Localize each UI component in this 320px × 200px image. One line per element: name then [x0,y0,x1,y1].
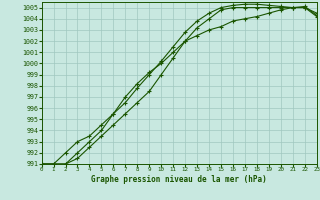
X-axis label: Graphe pression niveau de la mer (hPa): Graphe pression niveau de la mer (hPa) [91,175,267,184]
